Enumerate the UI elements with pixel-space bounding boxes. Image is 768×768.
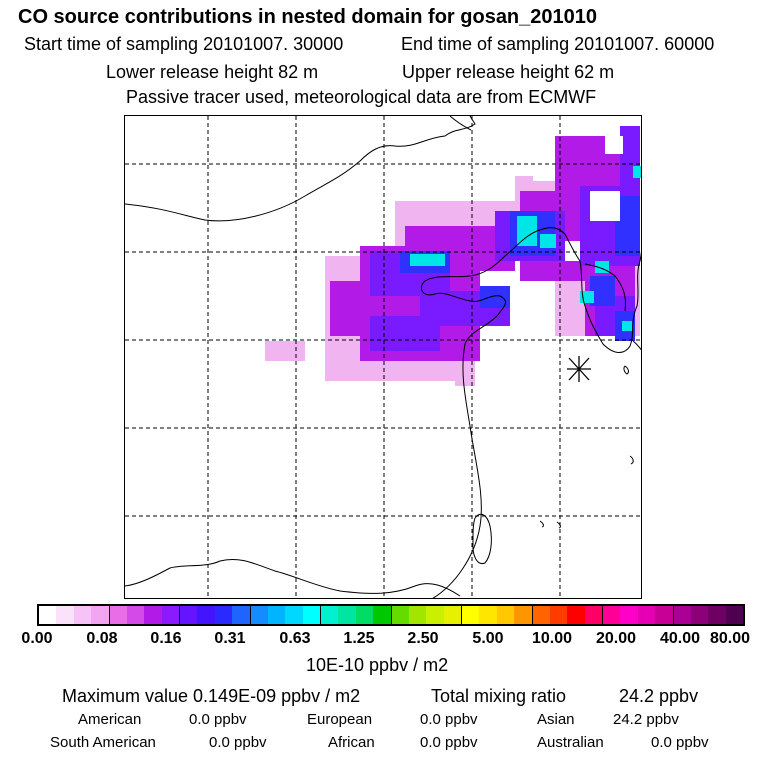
colorbar-segment [338,606,356,624]
region-label-european: European [307,711,373,728]
region-label-asian: Asian [537,711,575,728]
colorbar-tick: 0.31 [214,630,246,647]
colorbar-segment [373,606,391,624]
region-value-european: 0.0 ppbv [420,711,478,728]
region-value-american: 0.0 ppbv [189,711,247,728]
upper-release-label: Upper release height 62 m [402,62,615,82]
colorbar-tick: 2.50 [407,630,439,647]
colorbar-segment [179,606,198,624]
colorbar-segment [408,606,427,624]
colorbar-segment [479,606,497,624]
colorbar-tick: 10.00 [531,630,573,647]
region-value-african: 0.0 ppbv [420,734,478,751]
colorbar-tick: 1.25 [343,630,375,647]
max-value-label: Maximum value 0.149E-09 ppbv / m2 [62,686,361,706]
end-time-label: End time of sampling 20101007. 60000 [401,34,715,54]
colorbar-tick: 0.00 [21,630,53,647]
colorbar-segment [567,606,585,624]
colorbar-segment [91,606,109,624]
colorbar-tick: 5.00 [472,630,504,647]
colorbar-segment [73,606,92,624]
total-mixing-value: 24.2 ppbv [619,686,699,706]
colorbar-tick: 0.63 [279,630,311,647]
colorbar-segment [426,606,444,624]
region-label-south-american: South American [50,734,156,751]
colorbar-segment [672,606,691,624]
region-label-american: American [78,711,142,728]
colorbar-segment [690,606,709,624]
colorbar [37,604,745,626]
region-value-australian: 0.0 ppbv [651,734,709,751]
colorbar-segment [584,606,602,624]
region-value-asian: 24.2 ppbv [613,711,679,728]
colorbar-segment [637,606,656,624]
colorbar-segment [531,606,550,624]
colorbar-segment [708,606,726,624]
colorbar-unit: 10E-10 ppbv / m2 [306,655,449,675]
colorbar-tick: 0.16 [150,630,182,647]
colorbar-tick: 80.00 [709,630,751,647]
colorbar-segment [108,606,127,624]
colorbar-tick: 40.00 [659,630,701,647]
tracer-note: Passive tracer used, meteorological data… [126,87,597,107]
map-canvas [125,116,641,598]
colorbar-segment [549,606,568,624]
colorbar-segment [249,606,268,624]
colorbar-segment [267,606,286,624]
region-label-african: African [328,734,375,751]
colorbar-segment [144,606,162,624]
colorbar-segment [214,606,233,624]
colorbar-segment [725,606,743,624]
start-time-label: Start time of sampling 20101007. 30000 [24,34,344,54]
colorbar-segment [320,606,339,624]
grid-lines [125,116,641,598]
lower-release-label: Lower release height 82 m [106,62,319,82]
colorbar-segment [285,606,303,624]
colorbar-segment [496,606,515,624]
colorbar-segment [126,606,145,624]
colorbar-segment [514,606,532,624]
colorbar-segment [355,606,374,624]
region-label-australian: Australian [537,734,604,751]
colorbar-segment [197,606,215,624]
colorbar-segment [56,606,74,624]
colorbar-segment [443,606,461,624]
colorbar-segment [39,606,57,624]
colorbar-segment [461,606,480,624]
colorbar-segment [390,606,409,624]
total-mixing-label: Total mixing ratio [431,686,567,706]
concentration-field [265,126,641,386]
receptor-star-icon [567,356,591,382]
region-value-south-american: 0.0 ppbv [209,734,267,751]
colorbar-segment [602,606,621,624]
colorbar-tick: 0.08 [86,630,118,647]
colorbar-segment [620,606,638,624]
colorbar-tick: 20.00 [595,630,637,647]
colorbar-segment [655,606,673,624]
colorbar-segment [232,606,250,624]
map-panel [124,115,642,599]
colorbar-segment [302,606,320,624]
colorbar-segment [161,606,179,624]
map-title: CO source contributions in nested domain… [18,6,598,28]
